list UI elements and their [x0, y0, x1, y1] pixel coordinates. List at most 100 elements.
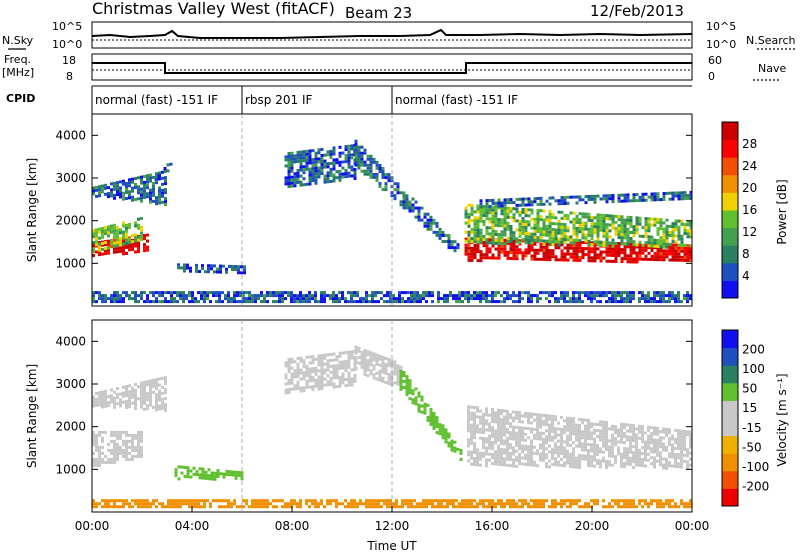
heatmap-cell [359, 300, 362, 304]
heatmap-cell [683, 244, 687, 247]
heatmap-cell [488, 505, 491, 509]
heatmap-cell [620, 260, 624, 264]
heatmap-cell [512, 419, 515, 423]
heatmap-cell [617, 193, 621, 197]
heatmap-cell [347, 291, 350, 295]
heatmap-cell [515, 237, 519, 241]
heatmap-cell [176, 499, 179, 503]
heatmap-cell [617, 505, 620, 509]
heatmap-cell [122, 182, 125, 186]
heatmap-cell [608, 194, 612, 198]
heatmap-cell [113, 181, 116, 185]
heatmap-cell [611, 300, 614, 304]
heatmap-cell [95, 291, 98, 295]
heatmap-cell [473, 240, 477, 244]
heatmap-cell [323, 505, 326, 509]
heatmap-cell [554, 436, 557, 440]
heatmap-cell [470, 258, 474, 262]
heatmap-cell [326, 380, 330, 384]
heatmap-cell [137, 505, 140, 509]
heatmap-cell [104, 392, 107, 396]
heatmap-cell [617, 215, 621, 219]
heatmap-cell [137, 397, 140, 401]
heatmap-cell [650, 223, 654, 227]
heatmap-cell [635, 442, 638, 446]
heatmap-cell [384, 363, 388, 366]
heatmap-cell [584, 195, 588, 199]
heatmap-cell [317, 148, 321, 152]
heatmap-cell [155, 181, 158, 185]
heatmap-cell [491, 253, 495, 257]
heatmap-cell [387, 376, 391, 380]
heatmap-cell [608, 244, 612, 248]
heatmap-cell [308, 291, 311, 295]
heatmap-cell [560, 291, 563, 295]
heatmap-cell [392, 300, 395, 304]
heatmap-cell [497, 408, 500, 412]
heatmap-cell [396, 364, 400, 368]
heatmap-cell [173, 499, 176, 503]
heatmap-cell [560, 448, 563, 452]
heatmap-cell [659, 297, 662, 301]
heatmap-cell [131, 401, 134, 405]
heatmap-cell [605, 223, 609, 227]
heatmap-cell [347, 165, 351, 169]
heatmap-cell [536, 224, 540, 227]
heatmap-cell [302, 150, 306, 154]
heatmap-cell [641, 243, 645, 247]
heatmap-cell [104, 192, 107, 196]
heatmap-cell [95, 448, 98, 452]
heatmap-cell [638, 502, 641, 506]
heatmap-cell [113, 402, 116, 406]
heatmap-cell [128, 384, 131, 388]
heatmap-cell [185, 297, 188, 301]
heatmap-cell [653, 465, 656, 469]
heatmap-cell [375, 163, 379, 167]
heatmap-cell [608, 291, 611, 295]
heatmap-cell [281, 505, 284, 509]
heatmap-cell [164, 388, 167, 392]
heatmap-cell [314, 181, 318, 185]
heatmap-cell [566, 226, 570, 230]
heatmap-cell [116, 499, 119, 503]
heatmap-cell [548, 465, 551, 469]
heatmap-cell [146, 380, 149, 384]
heatmap-cell [470, 417, 473, 421]
heatmap-cell [353, 380, 357, 383]
heatmap-cell [131, 386, 134, 390]
heatmap-cell [375, 359, 379, 363]
heatmap-cell [420, 398, 424, 402]
heatmap-cell [137, 436, 140, 440]
heatmap-cell [335, 364, 339, 368]
heatmap-cell [560, 451, 563, 455]
heatmap-cell [380, 499, 383, 503]
heatmap-cell [590, 291, 593, 295]
heatmap-cell [623, 193, 627, 197]
heatmap-cell [125, 448, 128, 452]
heatmap-cell [602, 505, 605, 509]
heatmap-cell [599, 294, 602, 298]
heatmap-cell [92, 300, 95, 304]
heatmap-cell [605, 505, 608, 509]
heatmap-cell [353, 294, 356, 298]
heatmap-cell [686, 294, 689, 298]
heatmap-cell [125, 406, 128, 409]
heatmap-cell [254, 505, 257, 509]
heatmap-cell [464, 212, 468, 216]
heatmap-cell [689, 256, 692, 260]
heatmap-cell [551, 216, 555, 220]
heatmap-cell [299, 159, 303, 163]
heatmap-cell [563, 223, 567, 226]
heatmap-cell [140, 228, 143, 232]
heatmap-cell [137, 445, 140, 449]
heatmap-cell [338, 297, 341, 301]
heatmap-cell [353, 499, 356, 503]
heatmap-cell [536, 257, 540, 261]
heatmap-cell [545, 417, 548, 421]
heatmap-cell [485, 253, 489, 257]
heatmap-cell [569, 452, 572, 456]
heatmap-cell [587, 431, 590, 434]
heatmap-cell [363, 172, 367, 176]
noise-tick-left-top: 10^5 [52, 20, 82, 33]
heatmap-cell [473, 219, 477, 223]
